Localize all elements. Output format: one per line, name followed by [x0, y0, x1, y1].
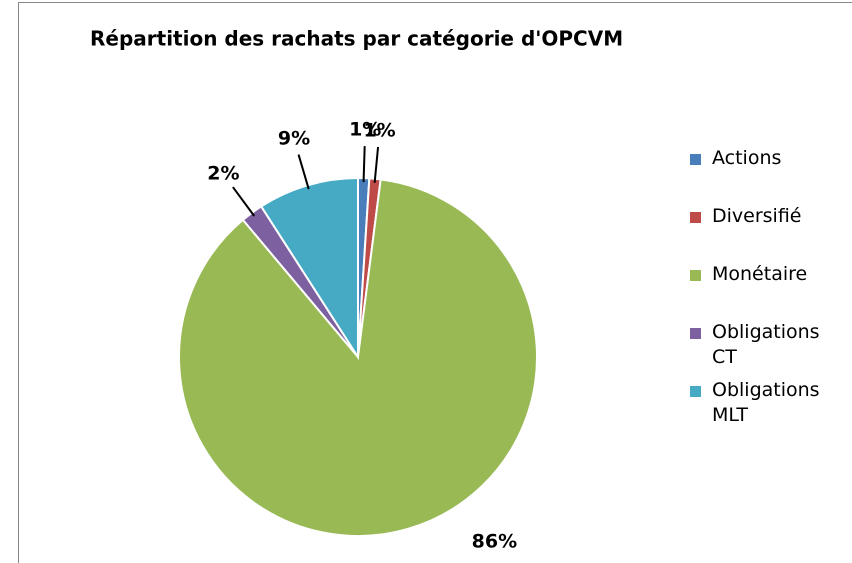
- legend-label: Monétaire: [712, 263, 808, 285]
- legend-swatch: [690, 270, 701, 281]
- legend-item: Obligations MLT: [690, 378, 837, 436]
- chart-title: Répartition des rachats par catégorie d'…: [90, 27, 623, 51]
- leader-line: [297, 154, 310, 190]
- legend-label: Diversifié: [712, 205, 802, 227]
- leader-line: [373, 146, 380, 183]
- data-label: 86%: [472, 531, 517, 553]
- data-label: 1%: [363, 120, 395, 142]
- legend-swatch: [690, 154, 701, 165]
- legend-label: Actions: [712, 147, 782, 169]
- legend-item: Monétaire: [690, 262, 837, 320]
- data-label: 9%: [278, 128, 310, 150]
- legend-swatch: [690, 328, 701, 339]
- legend: Actions Diversifié Monétaire Obligations CT…: [690, 146, 850, 436]
- leader-line: [232, 186, 256, 217]
- data-label: 2%: [207, 163, 239, 185]
- data-label: 1%: [349, 119, 381, 141]
- legend-item: Actions: [690, 146, 837, 204]
- legend-item: Obligations CT: [690, 320, 837, 378]
- legend-item: Diversifié: [690, 204, 837, 262]
- legend-swatch: [690, 212, 701, 223]
- legend-label: Obligations CT: [712, 321, 820, 368]
- legend-swatch: [690, 386, 701, 397]
- legend-label: Obligations MLT: [712, 379, 820, 426]
- leader-line: [362, 146, 366, 183]
- chart-frame: [18, 2, 852, 563]
